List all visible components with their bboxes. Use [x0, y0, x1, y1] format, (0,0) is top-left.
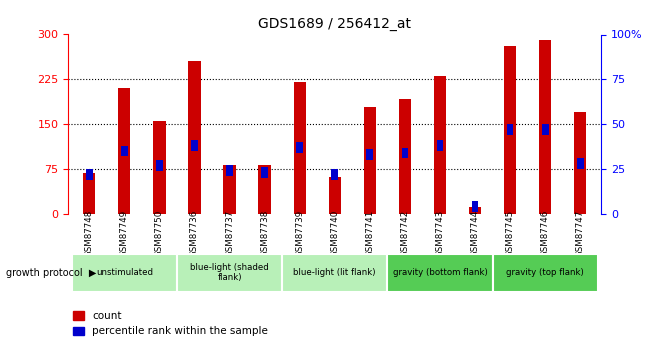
Text: GSM87746: GSM87746 [541, 210, 550, 257]
Bar [402, 148, 408, 158]
Text: GSM87744: GSM87744 [471, 210, 480, 257]
Bar [177, 254, 282, 292]
Bar [577, 158, 584, 169]
Bar [398, 99, 411, 214]
Bar [539, 40, 551, 214]
Text: GSM87739: GSM87739 [295, 210, 304, 257]
Bar [364, 107, 376, 214]
Text: blue-light (lit flank): blue-light (lit flank) [294, 268, 376, 277]
Text: GSM87749: GSM87749 [120, 210, 129, 257]
Title: GDS1689 / 256412_at: GDS1689 / 256412_at [258, 17, 411, 31]
Text: GSM87741: GSM87741 [365, 210, 374, 257]
Text: GSM87747: GSM87747 [576, 210, 585, 257]
Text: GSM87743: GSM87743 [436, 210, 445, 257]
Bar [437, 140, 443, 151]
Bar [259, 165, 271, 214]
Text: GSM87748: GSM87748 [84, 210, 94, 257]
Bar [282, 254, 387, 292]
Text: GSM87738: GSM87738 [260, 210, 269, 257]
Bar [188, 61, 201, 214]
Text: GSM87750: GSM87750 [155, 210, 164, 257]
Bar [574, 112, 586, 214]
Text: gravity (bottom flank): gravity (bottom flank) [393, 268, 488, 277]
Bar [367, 149, 373, 160]
Bar [541, 124, 549, 135]
Bar [329, 177, 341, 214]
Text: GSM87740: GSM87740 [330, 210, 339, 257]
Bar [472, 201, 478, 212]
Bar [493, 254, 598, 292]
Bar [261, 167, 268, 178]
Bar [153, 121, 166, 214]
Bar [296, 142, 303, 153]
Legend: count, percentile rank within the sample: count, percentile rank within the sample [73, 311, 268, 336]
Text: GSM87742: GSM87742 [400, 210, 410, 257]
Bar [156, 160, 162, 171]
Text: GSM87745: GSM87745 [506, 210, 515, 257]
Bar [387, 254, 493, 292]
Text: unstimulated: unstimulated [96, 268, 153, 277]
Text: blue-light (shaded
flank): blue-light (shaded flank) [190, 263, 269, 282]
Bar [118, 88, 131, 214]
Bar [224, 165, 236, 214]
Bar [504, 47, 516, 214]
Bar [86, 169, 93, 180]
Text: GSM87736: GSM87736 [190, 210, 199, 257]
Bar [72, 254, 177, 292]
Bar [83, 173, 96, 214]
Text: gravity (top flank): gravity (top flank) [506, 268, 584, 277]
Text: growth protocol  ▶: growth protocol ▶ [6, 268, 97, 277]
Bar [294, 82, 306, 214]
Bar [332, 169, 338, 180]
Bar [191, 140, 198, 151]
Bar [469, 207, 481, 214]
Bar [121, 146, 128, 157]
Bar [226, 166, 233, 176]
Bar [507, 124, 514, 135]
Bar [434, 76, 446, 214]
Text: GSM87737: GSM87737 [225, 210, 234, 257]
